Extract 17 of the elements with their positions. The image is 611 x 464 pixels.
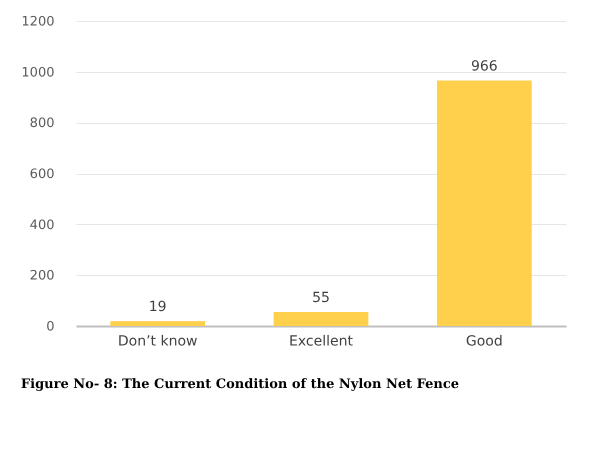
y-tick-label: 400 <box>30 218 54 233</box>
y-tick-label: 600 <box>30 167 54 182</box>
y-tick-label: 800 <box>30 116 54 132</box>
x-tick-label: Good <box>466 334 503 350</box>
data-label: 966 <box>470 58 498 74</box>
x-tick-label: Excellent <box>289 334 354 350</box>
data-label: 55 <box>312 290 330 306</box>
x-tick-label: Don’t know <box>118 334 198 350</box>
bar <box>436 80 532 326</box>
text: Figure No- 8: The Current Condition of the Nylon Net Fence <box>20 377 460 392</box>
bar <box>274 312 368 326</box>
bar <box>110 321 206 326</box>
y-tick-label: 1000 <box>21 65 54 80</box>
y-tick-label: 1200 <box>21 14 54 30</box>
y-tick-label: 0 <box>46 320 54 334</box>
data-label: 19 <box>148 299 167 316</box>
y-tick-label: 200 <box>30 268 54 284</box>
